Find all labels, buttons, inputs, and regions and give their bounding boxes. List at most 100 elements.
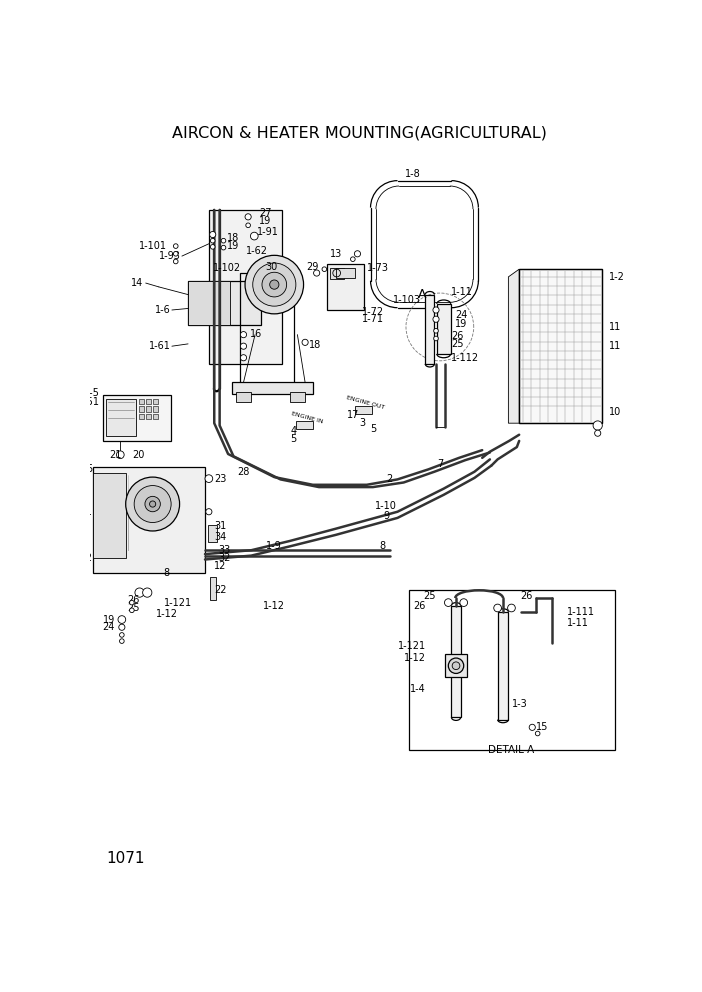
Bar (208, 525, 218, 542)
Text: 17: 17 (347, 411, 359, 421)
Text: 26: 26 (127, 595, 140, 605)
Bar (355, 407, 372, 414)
Circle shape (529, 724, 536, 730)
Circle shape (130, 608, 134, 613)
Text: 1-91: 1-91 (258, 227, 279, 237)
Text: 5: 5 (291, 434, 297, 443)
Circle shape (270, 280, 279, 290)
Text: 30: 30 (265, 262, 277, 272)
Text: 1-1: 1-1 (77, 507, 93, 517)
Text: 1-102: 1-102 (213, 263, 241, 273)
Circle shape (130, 600, 134, 605)
Text: 5: 5 (86, 463, 93, 473)
Circle shape (206, 509, 212, 515)
Circle shape (350, 257, 355, 262)
Text: 1-93: 1-93 (159, 251, 180, 261)
Text: 11: 11 (609, 322, 621, 332)
Text: 1-121: 1-121 (164, 597, 192, 607)
Text: 19: 19 (102, 614, 115, 625)
Text: 1-8: 1-8 (405, 170, 420, 180)
Bar (209, 210, 282, 364)
Text: 1-12: 1-12 (263, 601, 285, 611)
Bar (93, 473, 126, 558)
Circle shape (173, 252, 178, 256)
Text: 1-121: 1-121 (398, 642, 426, 652)
Bar (445, 654, 467, 678)
Text: 10: 10 (609, 407, 621, 417)
Text: 15: 15 (536, 722, 548, 732)
Text: A: A (418, 288, 426, 302)
Text: 8: 8 (379, 542, 385, 552)
Circle shape (508, 604, 515, 612)
Circle shape (211, 245, 215, 249)
Circle shape (536, 731, 540, 736)
Polygon shape (508, 269, 519, 424)
Text: 20: 20 (132, 449, 144, 459)
Bar (146, 399, 151, 404)
Circle shape (211, 238, 215, 243)
Text: 29: 29 (307, 262, 319, 272)
Text: 22: 22 (214, 585, 227, 595)
Text: 18: 18 (227, 233, 239, 243)
Bar (326, 264, 364, 310)
Text: 33: 33 (218, 546, 230, 556)
Text: 14: 14 (131, 278, 143, 288)
Text: 18: 18 (309, 339, 322, 349)
Circle shape (444, 599, 452, 606)
Text: 1-11: 1-11 (567, 618, 589, 628)
Bar (336, 268, 355, 279)
Text: 12: 12 (214, 560, 227, 570)
Bar (437, 304, 451, 354)
Text: 1-2: 1-2 (609, 272, 625, 282)
Circle shape (593, 421, 602, 431)
Bar (188, 281, 230, 325)
Text: 1-111: 1-111 (567, 607, 595, 617)
Circle shape (145, 496, 160, 512)
Circle shape (119, 633, 124, 637)
Circle shape (494, 604, 501, 612)
Text: 8: 8 (164, 568, 170, 578)
Circle shape (434, 328, 438, 333)
Bar (139, 399, 144, 404)
Circle shape (460, 599, 468, 606)
Circle shape (452, 662, 460, 670)
Circle shape (449, 658, 464, 674)
Circle shape (240, 331, 246, 337)
Text: 13: 13 (330, 249, 342, 259)
Text: 1071: 1071 (107, 851, 145, 866)
Circle shape (355, 251, 361, 257)
Bar (93, 467, 205, 573)
Text: 5: 5 (370, 424, 376, 434)
Text: 25: 25 (127, 603, 140, 613)
Text: 31: 31 (214, 521, 227, 531)
Circle shape (595, 431, 601, 436)
Circle shape (150, 501, 156, 507)
Text: ENGINE OUT: ENGINE OUT (345, 395, 385, 410)
Circle shape (245, 255, 303, 313)
Text: 3: 3 (360, 419, 366, 429)
Text: 1-92: 1-92 (71, 553, 93, 562)
Bar (152, 399, 158, 404)
Bar (330, 268, 343, 279)
Circle shape (205, 475, 213, 482)
Circle shape (210, 231, 216, 238)
Text: 1-6: 1-6 (154, 305, 171, 315)
Circle shape (433, 316, 439, 322)
Bar (232, 382, 313, 394)
Text: 4: 4 (291, 426, 297, 435)
Circle shape (245, 213, 251, 220)
Text: 1-73: 1-73 (366, 264, 389, 274)
Bar (152, 414, 158, 420)
Text: 21: 21 (110, 449, 122, 459)
Text: 1-9: 1-9 (267, 542, 282, 552)
Circle shape (117, 451, 124, 458)
Bar (290, 393, 305, 402)
Circle shape (221, 238, 226, 243)
Bar (425, 295, 435, 364)
Circle shape (253, 263, 296, 307)
Bar (139, 414, 144, 420)
Circle shape (302, 339, 308, 345)
Circle shape (143, 588, 152, 597)
Text: 1-11: 1-11 (451, 288, 473, 298)
Bar (103, 395, 171, 440)
